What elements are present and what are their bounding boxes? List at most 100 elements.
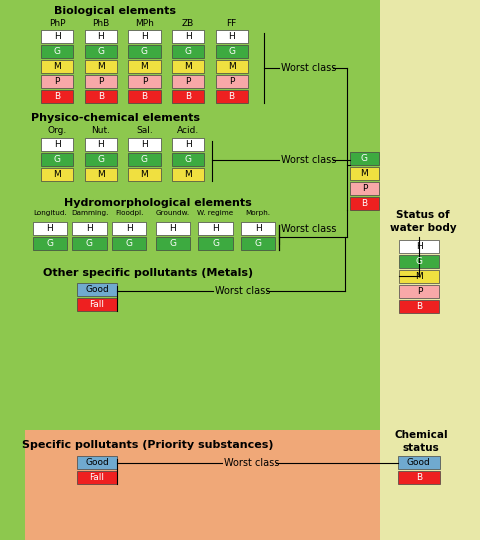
Text: P: P [417, 287, 422, 296]
Text: G: G [46, 239, 53, 248]
Bar [397, 471, 440, 484]
Text: G: G [212, 239, 219, 248]
Bar [128, 75, 160, 88]
Bar [84, 168, 117, 181]
Bar [172, 153, 204, 166]
Bar [72, 222, 107, 235]
Bar [172, 168, 204, 181]
Bar [128, 138, 160, 151]
Bar [112, 222, 146, 235]
Bar [198, 237, 233, 250]
Bar [350, 182, 379, 195]
Text: H: H [46, 224, 53, 233]
Text: H: H [97, 140, 104, 149]
Bar [128, 153, 160, 166]
Bar [216, 90, 248, 103]
Text: MPh: MPh [135, 19, 154, 28]
Text: G: G [184, 47, 192, 56]
Text: Worst class: Worst class [281, 63, 336, 73]
Text: Worst class: Worst class [281, 224, 336, 234]
Bar [33, 222, 67, 235]
Bar [397, 456, 440, 469]
Text: H: H [416, 242, 423, 251]
Text: G: G [184, 155, 192, 164]
Text: P: P [229, 77, 234, 86]
Text: Morph.: Morph. [246, 210, 271, 216]
Text: M: M [53, 170, 61, 179]
Text: P: P [185, 77, 191, 86]
Text: M: M [184, 170, 192, 179]
Text: H: H [141, 32, 148, 41]
Text: G: G [255, 239, 262, 248]
Bar [399, 240, 439, 253]
Bar [350, 167, 379, 180]
Text: M: M [53, 62, 61, 71]
Bar [72, 237, 107, 250]
Bar [41, 90, 73, 103]
Bar [172, 90, 204, 103]
Bar [216, 75, 248, 88]
Text: B: B [142, 92, 147, 101]
Bar [84, 45, 117, 58]
Text: B: B [98, 92, 104, 101]
Text: H: H [212, 224, 219, 233]
Text: Fall: Fall [90, 473, 105, 482]
Bar [84, 90, 117, 103]
Text: Floodpl.: Floodpl. [115, 210, 144, 216]
Bar [399, 270, 439, 283]
Text: H: H [185, 32, 192, 41]
Text: P: P [361, 184, 367, 193]
Bar [77, 283, 117, 296]
Bar [399, 255, 439, 268]
Bar [84, 138, 117, 151]
Text: H: H [228, 32, 235, 41]
Text: P: P [55, 77, 60, 86]
Bar [77, 298, 117, 311]
Bar [128, 168, 160, 181]
Bar [41, 60, 73, 73]
Text: P: P [142, 77, 147, 86]
Bar [33, 237, 67, 250]
Bar [241, 222, 275, 235]
Text: G: G [416, 257, 423, 266]
Bar [128, 30, 160, 43]
Text: H: H [255, 224, 262, 233]
Bar [41, 75, 73, 88]
Text: Damming.: Damming. [71, 210, 108, 216]
Text: M: M [184, 62, 192, 71]
Text: Hydromorphological elements: Hydromorphological elements [64, 198, 252, 208]
Text: G: G [126, 239, 133, 248]
Bar [216, 60, 248, 73]
Text: H: H [185, 140, 192, 149]
Text: Worst class: Worst class [281, 155, 336, 165]
Text: G: G [97, 155, 104, 164]
Bar [399, 285, 439, 298]
Bar [172, 75, 204, 88]
Text: B: B [54, 92, 60, 101]
Bar [25, 430, 381, 540]
Bar [172, 138, 204, 151]
Text: B: B [228, 92, 235, 101]
Bar [128, 90, 160, 103]
Bar [84, 60, 117, 73]
Text: G: G [86, 239, 93, 248]
Bar [172, 45, 204, 58]
Text: G: G [54, 47, 61, 56]
Text: H: H [141, 140, 148, 149]
Bar [84, 153, 117, 166]
Text: M: M [141, 62, 148, 71]
Text: Worst class: Worst class [224, 458, 279, 468]
Text: Specific pollutants (Priority substances): Specific pollutants (Priority substances… [23, 440, 274, 450]
Text: H: H [97, 32, 104, 41]
Bar [128, 60, 160, 73]
Text: M: M [360, 169, 368, 178]
Text: H: H [169, 224, 176, 233]
Text: Sal.: Sal. [136, 126, 153, 135]
Bar [41, 138, 73, 151]
Bar [41, 153, 73, 166]
Text: H: H [86, 224, 93, 233]
Bar [241, 237, 275, 250]
Text: M: M [141, 170, 148, 179]
Text: H: H [54, 32, 60, 41]
Bar [350, 197, 379, 210]
